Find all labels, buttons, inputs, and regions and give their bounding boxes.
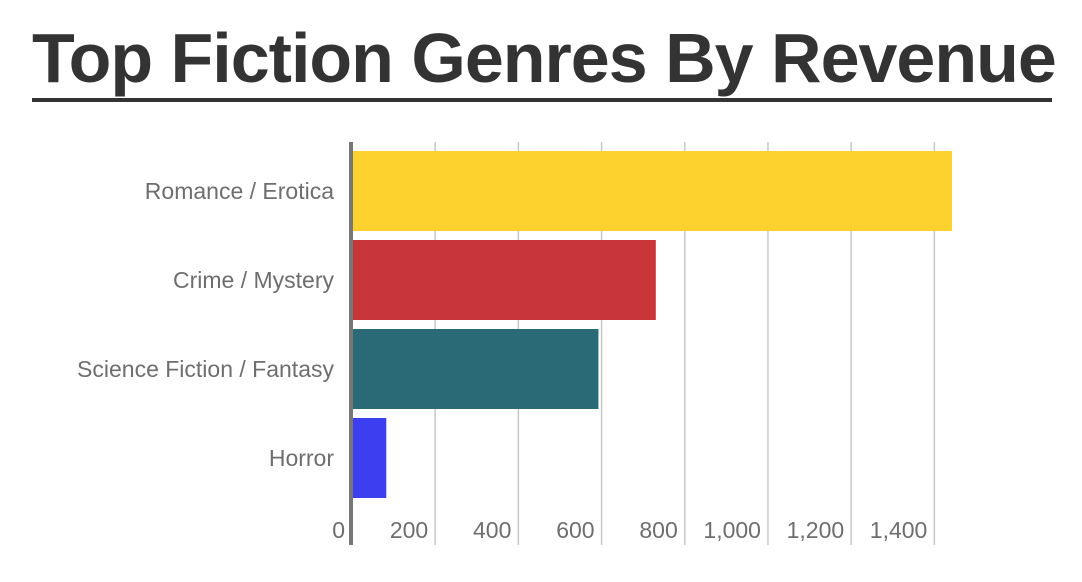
x-tick-label: 1,000 [703, 517, 761, 543]
title-underline [32, 98, 1052, 102]
bar-crime-mystery [353, 240, 656, 320]
category-label: Science Fiction / Fantasy [77, 356, 334, 382]
x-tick-label: 1,200 [787, 517, 845, 543]
category-label: Crime / Mystery [173, 267, 335, 293]
bar-romance-erotica [353, 151, 952, 231]
bar-science-fiction-fantasy [353, 329, 599, 409]
x-tick-label: 800 [639, 517, 677, 543]
x-tick-label: 200 [390, 517, 428, 543]
category-labels: Romance / Erotica Crime / Mystery Science … [77, 178, 334, 471]
x-tick-labels: 0 200 400 600 800 1,000 1,200 1,400 [332, 517, 927, 543]
x-tick-label: 600 [556, 517, 594, 543]
bar-horror [353, 418, 387, 498]
category-label: Romance / Erotica [145, 178, 334, 204]
x-tick-label: 0 [332, 517, 345, 543]
chart-title: Top Fiction Genres By Revenue [32, 19, 1057, 97]
x-tick-label: 400 [473, 517, 511, 543]
bars [353, 151, 952, 498]
x-tick-label: 1,400 [870, 517, 928, 543]
category-label: Horror [269, 445, 335, 471]
